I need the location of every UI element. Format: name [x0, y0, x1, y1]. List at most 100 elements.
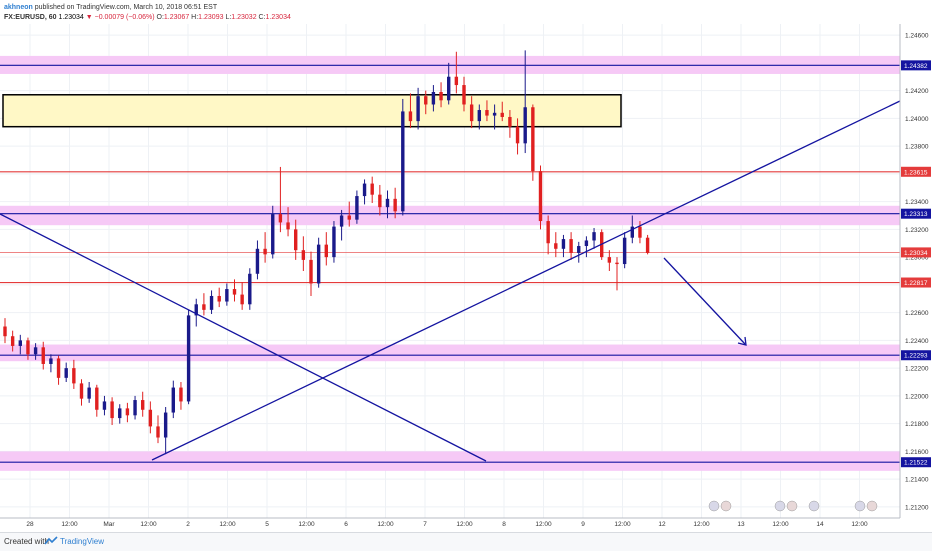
candle-body [18, 340, 22, 346]
candle-body [309, 259, 313, 284]
x-tick-label: 12:00 [298, 521, 315, 528]
close-value: 1.23034 [265, 14, 291, 21]
flag-event-icon[interactable] [866, 500, 878, 512]
y-tick-label: 1.24000 [905, 116, 929, 123]
candle-body [118, 408, 122, 419]
resistance-low-price-label: 1.23313 [904, 211, 928, 218]
high-label: H: [191, 14, 199, 21]
last-price: 1.23034 [58, 14, 84, 21]
x-tick-label: Mar [103, 521, 115, 528]
candle-body [202, 304, 206, 310]
flag-event-icon[interactable] [786, 500, 798, 512]
candle-body [569, 239, 573, 253]
candle-body [370, 183, 374, 195]
y-tick-label: 1.22400 [905, 338, 929, 345]
x-tick-label: 12:00 [456, 521, 473, 528]
x-tick-label: 7 [423, 521, 427, 528]
price-axis[interactable]: 1.21200 1.21400 1.21600 1.21800 1.22000 1.222… [905, 33, 929, 512]
candle-body [79, 383, 84, 399]
candle-body [592, 232, 596, 241]
flag-event-icon[interactable] [720, 500, 732, 512]
flag-event-icon[interactable] [774, 500, 786, 512]
support-mid-label-bg [901, 350, 931, 361]
candle-body [56, 358, 61, 378]
arrow-head-icon [737, 336, 747, 346]
candle-body [41, 347, 45, 364]
x-tick-label: 6 [344, 521, 348, 528]
x-tick-label: 12:00 [140, 521, 157, 528]
flag-event-icon[interactable] [854, 500, 866, 512]
y-tick-label: 1.21800 [905, 421, 929, 428]
candle-body [102, 401, 107, 410]
x-tick-label: 13 [737, 521, 745, 528]
candle-body [607, 257, 612, 263]
resistance-mid-label-bg [901, 166, 931, 177]
x-tick-label: 8 [502, 521, 506, 528]
candle-body [416, 96, 420, 122]
symbol-label[interactable]: FX:EURUSD, 60 [4, 14, 57, 21]
resistance-high-price-label: 1.24382 [904, 63, 928, 70]
candle-body [546, 221, 550, 244]
level-price-labels: 1.24382 1.23615 1.23313 1.23034 1.22817 1.222… [901, 60, 931, 468]
ascending-trendline[interactable] [151, 100, 901, 461]
y-tick-label: 1.23400 [905, 199, 929, 206]
candle-body [217, 295, 221, 302]
x-tick-label: 28 [26, 521, 34, 528]
candle-body [171, 387, 175, 413]
time-axis[interactable]: 28 12:00 Mar 12:00 2 12:00 5 12:00 6 12:00 7 12:00 8… [26, 521, 868, 528]
tradingview-brand[interactable]: TradingView [60, 537, 105, 546]
flag-event-icon[interactable] [808, 500, 820, 512]
candle-body [515, 126, 520, 144]
candle-body [209, 295, 214, 310]
candle-body [385, 198, 390, 208]
high-value: 1.23093 [198, 14, 224, 21]
candle-body [615, 262, 619, 265]
candle-body [33, 347, 38, 355]
candle-body [339, 215, 344, 227]
y-tick-label: 1.23000 [905, 255, 929, 262]
support-high-price-label: 1.22817 [904, 280, 928, 287]
x-tick-label: 12:00 [535, 521, 552, 528]
candle-body [286, 222, 290, 230]
drawings [0, 100, 901, 462]
x-tick-label: 12:00 [61, 521, 78, 528]
supply-zone-box [2, 94, 622, 128]
author-name[interactable]: akhneon [4, 4, 33, 11]
tradingview-logo-icon[interactable] [44, 536, 58, 546]
support-low-price-label: 1.21522 [904, 460, 928, 467]
candle-body [431, 91, 436, 105]
candle-body [49, 358, 53, 364]
candle-body [263, 248, 267, 255]
candle-body [332, 226, 336, 258]
x-tick-label: 12:00 [772, 521, 789, 528]
candle-body [26, 340, 30, 355]
price-change: −0.00079 (−0.06%) [94, 14, 155, 21]
chart-header: akhneon published on TradingView.com, Ma… [0, 0, 932, 24]
x-tick-label: 14 [816, 521, 824, 528]
candle-body [316, 244, 321, 284]
levels [0, 64, 900, 463]
close-label: C: [258, 14, 266, 21]
candle-body [87, 387, 91, 399]
candle-body [248, 273, 252, 305]
x-tick-label: 12 [658, 521, 666, 528]
descending-trendline[interactable] [0, 213, 487, 462]
open-label: O: [156, 14, 164, 21]
candle-body [194, 304, 198, 316]
low-value: 1.23032 [231, 14, 257, 21]
candle-body [645, 237, 650, 253]
candle-body [554, 243, 558, 249]
candle-body [294, 229, 298, 251]
candle-body [638, 226, 642, 238]
projection-arrow-line[interactable] [663, 257, 746, 345]
flag-event-icon[interactable] [708, 500, 720, 512]
candle-body [186, 315, 191, 402]
y-tick-label: 1.22600 [905, 310, 929, 317]
candle-body [577, 246, 581, 253]
candle-body [301, 250, 306, 260]
candle-body [232, 289, 237, 295]
x-tick-label: 2 [186, 521, 190, 528]
candle-body [179, 387, 183, 402]
candle-body [3, 326, 7, 337]
